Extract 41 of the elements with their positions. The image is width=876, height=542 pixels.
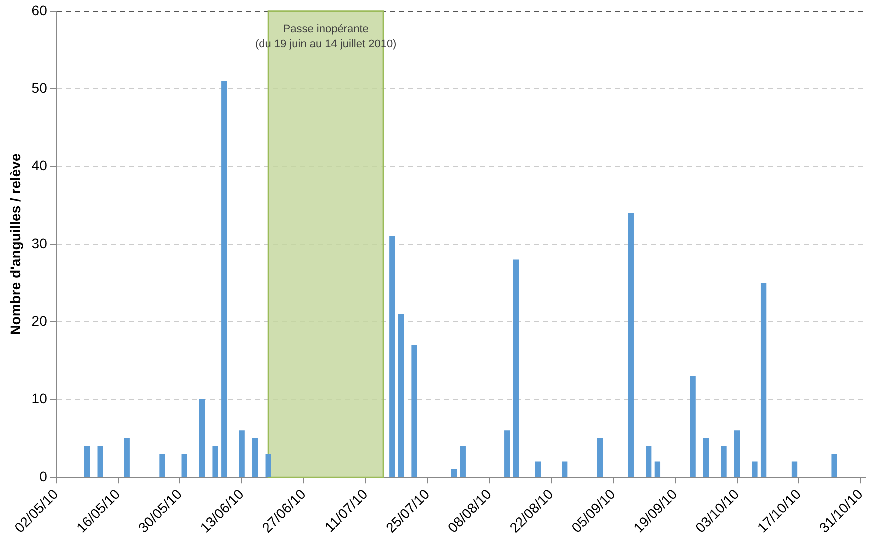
bar — [628, 213, 634, 478]
bar — [390, 236, 396, 478]
y-tick-label: 20 — [32, 313, 48, 330]
bar — [734, 430, 740, 478]
bar — [703, 438, 710, 478]
text: Passe inopérante — [283, 23, 369, 36]
bar — [199, 400, 206, 478]
bar — [535, 462, 542, 478]
bar — [752, 462, 758, 478]
bar — [562, 462, 568, 478]
bar — [646, 446, 652, 478]
bar — [513, 260, 520, 478]
bar — [690, 376, 696, 478]
y-tick-label: 30 — [32, 235, 48, 252]
bar — [460, 446, 466, 478]
bar — [124, 438, 130, 478]
bar — [398, 314, 404, 478]
bar — [792, 462, 798, 478]
bar — [212, 446, 218, 478]
bar — [182, 454, 188, 478]
bar — [98, 446, 104, 478]
bar — [654, 462, 661, 478]
bar — [239, 430, 245, 478]
y-tick-label: 40 — [32, 158, 48, 174]
bar — [266, 454, 272, 478]
bar — [222, 81, 228, 478]
bar — [252, 438, 258, 478]
y-tick-label: 50 — [32, 80, 48, 96]
bar — [760, 283, 767, 478]
y-tick-label: 10 — [32, 390, 48, 407]
bar — [721, 446, 727, 478]
y-tick-label: 0 — [40, 468, 48, 484]
bar — [160, 454, 166, 478]
y-tick-label: 60 — [32, 2, 48, 18]
bar — [597, 438, 604, 478]
bar — [412, 345, 418, 478]
bar — [451, 469, 458, 478]
y-axis-title: Nombre d'anguilles / relève — [7, 154, 24, 336]
bar — [84, 446, 90, 478]
bar — [832, 454, 838, 478]
bar — [504, 430, 510, 478]
